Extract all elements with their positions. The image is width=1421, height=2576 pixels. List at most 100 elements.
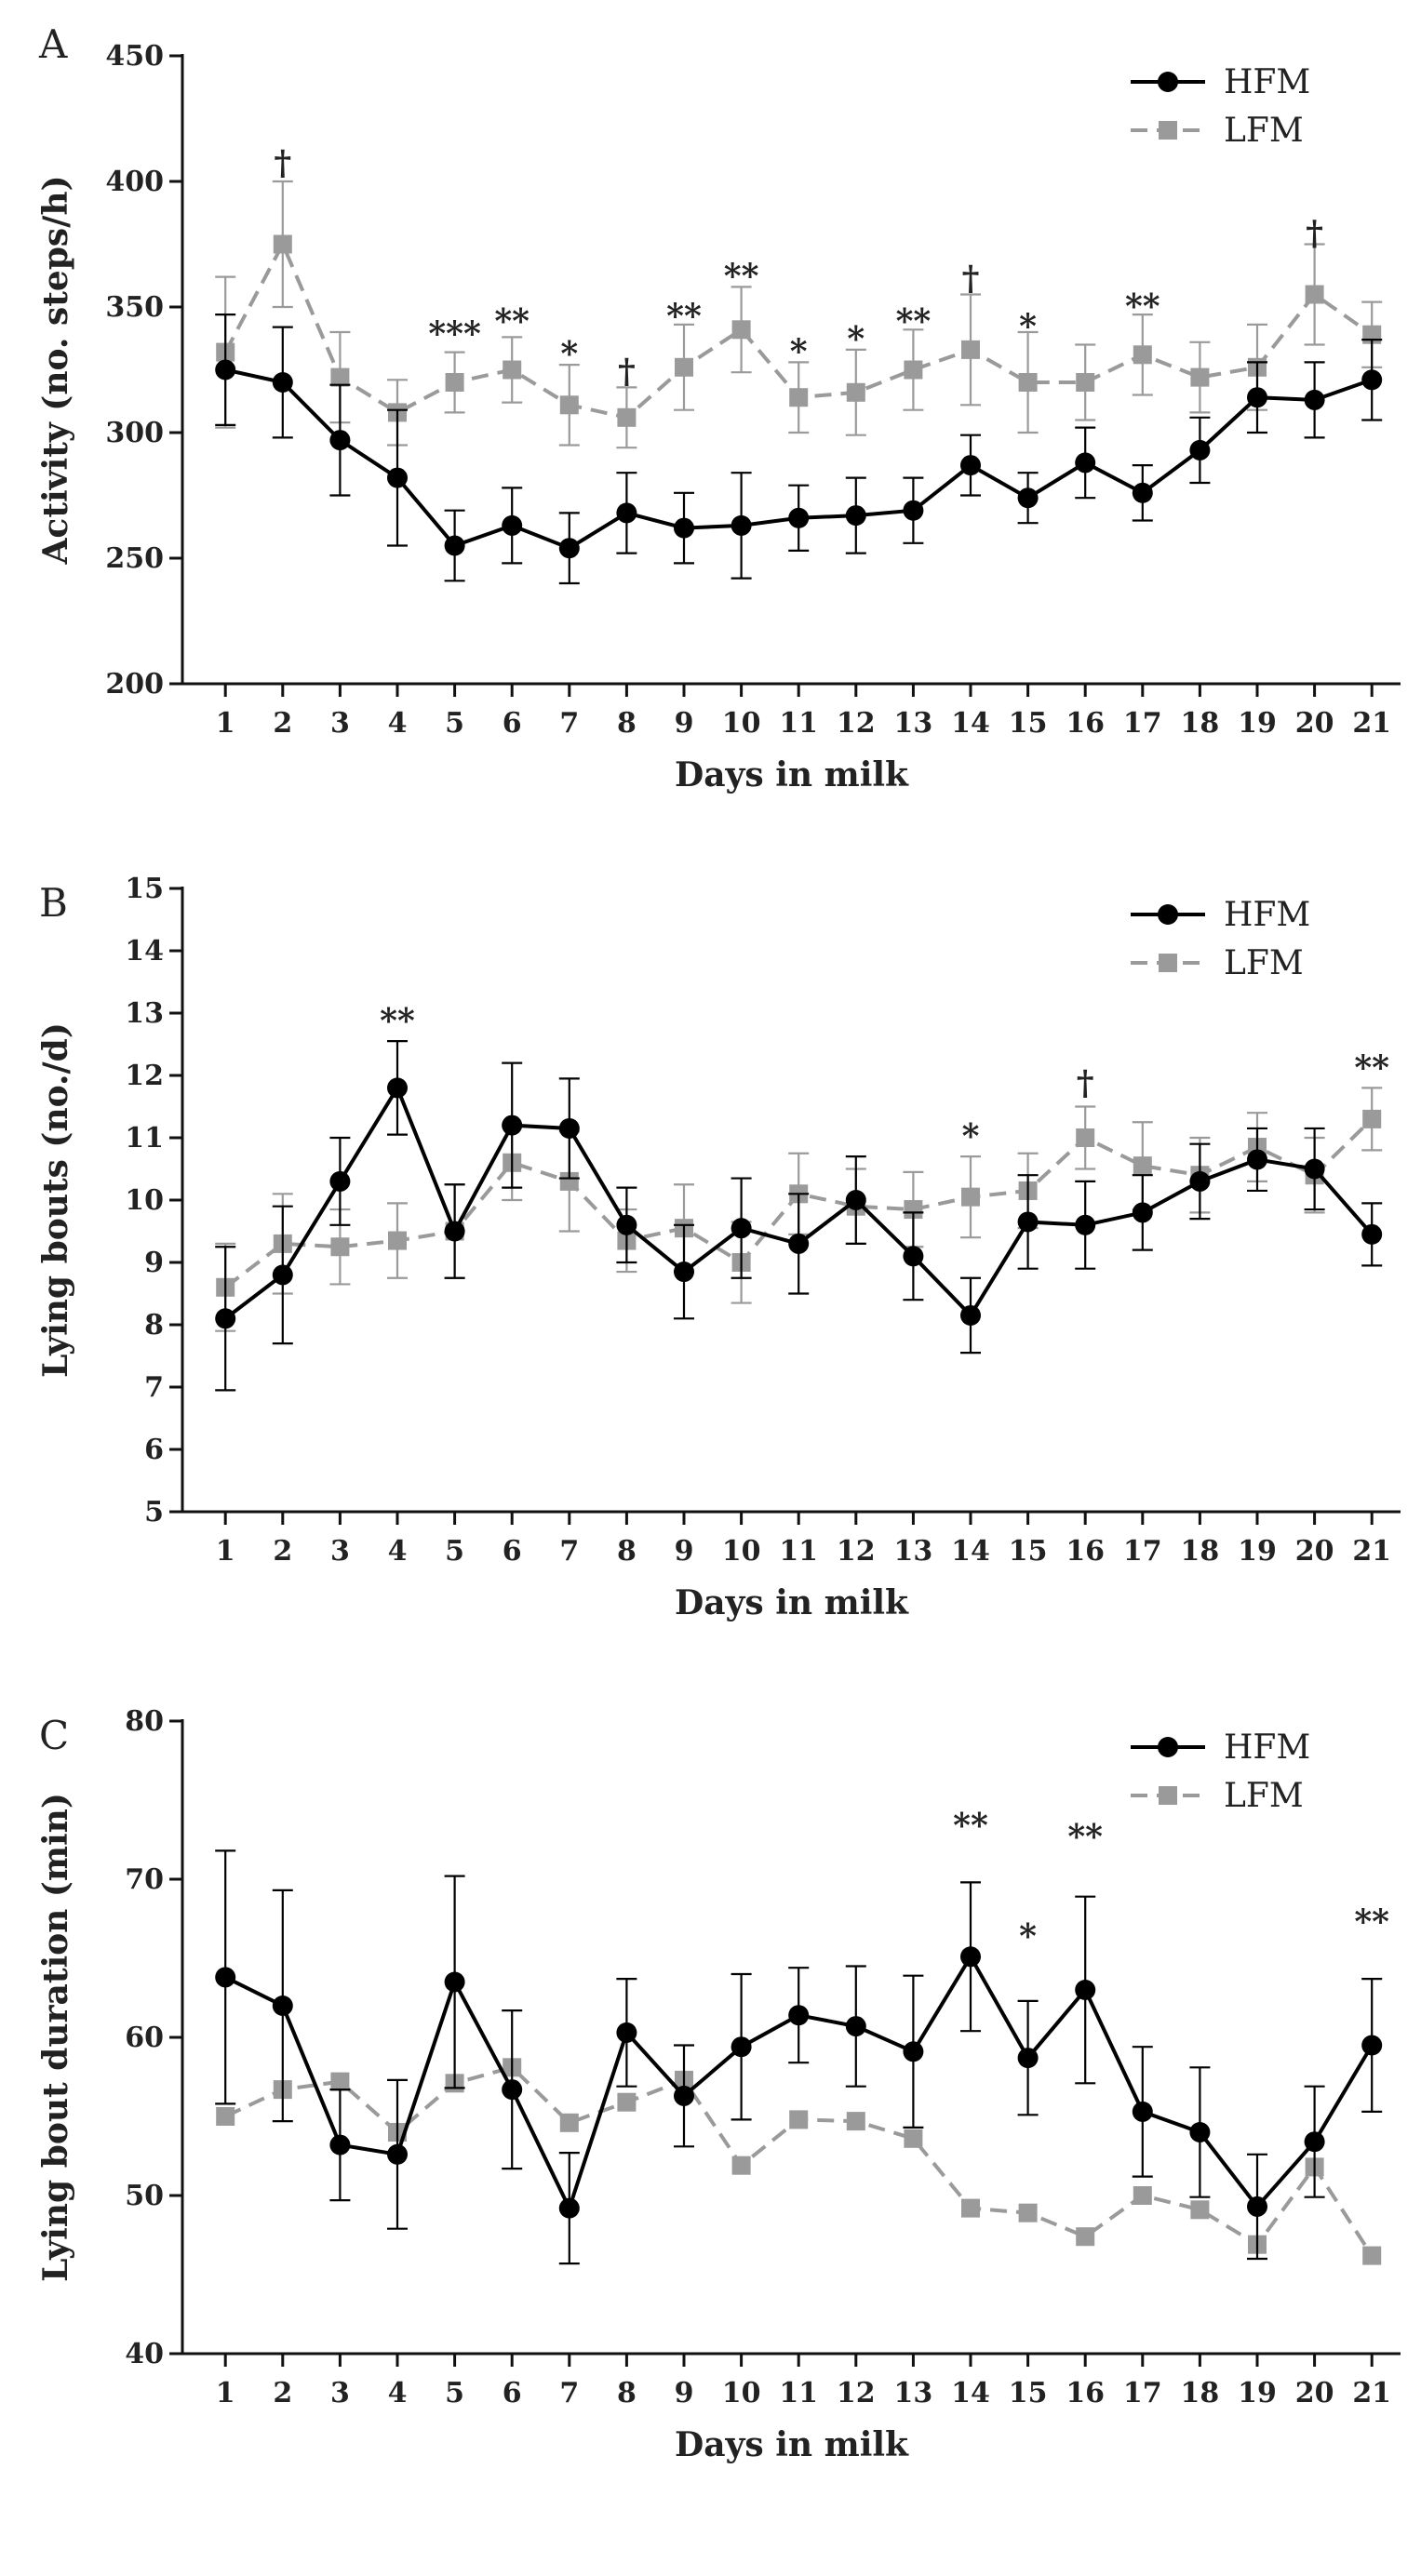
lfm-point [961,340,980,359]
significance-marker: ** [494,302,530,341]
hfm-point [845,1190,866,1210]
legend: HFM LFM [1131,896,1310,982]
y-tick-label: 8 [144,1309,164,1341]
hfm-point [444,1221,465,1242]
x-tick-label: 11 [779,1535,818,1568]
hfm-point [558,2197,580,2219]
hfm-point [1132,1202,1153,1223]
lfm-point [1076,2227,1095,2247]
x-tick-label: 16 [1066,707,1105,740]
y-tick-label: 9 [144,1247,164,1279]
y-tick-label: 7 [144,1371,164,1404]
lfm-point [330,367,350,387]
hfm-point [444,535,465,556]
significance-marker: ** [1354,1048,1389,1088]
lfm-point [846,2112,865,2131]
hfm-point [1247,1149,1267,1170]
legend-hfm-marker [1158,904,1178,925]
significance-marker: ** [666,297,702,336]
hfm-point [444,1971,465,1993]
significance-marker: * [1019,1917,1037,1956]
significance-marker: ** [1125,287,1160,326]
lfm-point [846,382,865,402]
x-tick-label: 8 [617,1535,637,1568]
lfm-point [273,234,292,254]
hfm-point [387,2143,408,2165]
lfm-point [1076,373,1095,392]
lfm-point [904,360,923,380]
hfm-point [788,2005,810,2026]
lfm-point [559,395,579,415]
hfm-point [502,2079,523,2101]
x-tick-label: 9 [675,2377,694,2409]
hfm-point [558,538,580,559]
y-tick-label: 6 [144,1434,164,1466]
hfm-point [1247,387,1267,408]
lfm-point [789,388,809,407]
x-tick-label: 1 [216,1535,235,1568]
panel-letter: B [39,880,68,926]
lfm-point [1305,285,1324,304]
lfm-point [1076,1128,1095,1147]
hfm-point [903,500,924,521]
lfm-point [675,357,693,377]
significance-marker: * [560,335,578,374]
legend-hfm-marker [1158,72,1178,92]
hfm-point [558,1117,580,1139]
x-tick-label: 6 [503,2377,522,2409]
hfm-point [1361,369,1383,391]
hfm-point [1361,1223,1383,1245]
y-tick-label: 13 [125,997,164,1030]
y-tick-label: 80 [125,1705,164,1738]
significance-marker: * [962,1117,980,1156]
hfm-point [788,507,810,528]
y-tick-label: 10 [125,1184,164,1217]
x-tick-label: 8 [617,707,637,740]
hfm-point [1017,2048,1039,2069]
lfm-point [559,2113,579,2132]
lfm-point [1362,2246,1382,2265]
legend: HFM LFM [1131,63,1310,150]
hfm-point [329,2134,351,2156]
y-tick-label: 5 [144,1496,164,1528]
x-tick-label: 19 [1238,707,1277,740]
significance-marker: ** [896,302,932,341]
x-tick-label: 10 [722,707,761,740]
x-tick-label: 3 [330,2377,350,2409]
hfm-point [1132,2101,1153,2122]
hfm-point [215,359,236,380]
x-axis-title: Days in milk [675,1583,909,1622]
x-tick-label: 6 [503,707,522,740]
y-axis-title: Lying bout duration (min) [36,1793,75,2282]
hfm-point [674,517,694,539]
x-tick-label: 19 [1238,1535,1277,1568]
lfm-point [1133,345,1152,365]
lfm-point [731,320,751,340]
x-tick-label: 17 [1123,2377,1162,2409]
legend-hfm-label: HFM [1224,63,1310,101]
significance-marker: ** [1354,1902,1389,1942]
hfm-point [1189,2122,1211,2142]
x-tick-label: 1 [216,2377,235,2409]
series-hfm [215,1849,1383,2265]
hfm-point [272,1995,293,2016]
x-tick-label: 21 [1352,707,1391,740]
x-tick-label: 3 [330,1535,350,1568]
hfm-point [1189,439,1211,460]
hfm-point [1247,2196,1267,2217]
hfm-point [960,1304,981,1326]
significance-marker: † [274,143,291,182]
x-tick-label: 14 [951,2377,990,2409]
x-tick-label: 11 [779,2377,818,2409]
significance-marker: † [1077,1064,1094,1103]
x-tick-label: 8 [617,2377,637,2409]
y-tick-label: 400 [105,166,164,198]
hfm-point [674,1261,694,1283]
lfm-point [1133,2186,1152,2205]
lfm-point [559,1171,579,1191]
significance-marker: † [962,260,980,299]
x-tick-label: 7 [559,2377,579,2409]
